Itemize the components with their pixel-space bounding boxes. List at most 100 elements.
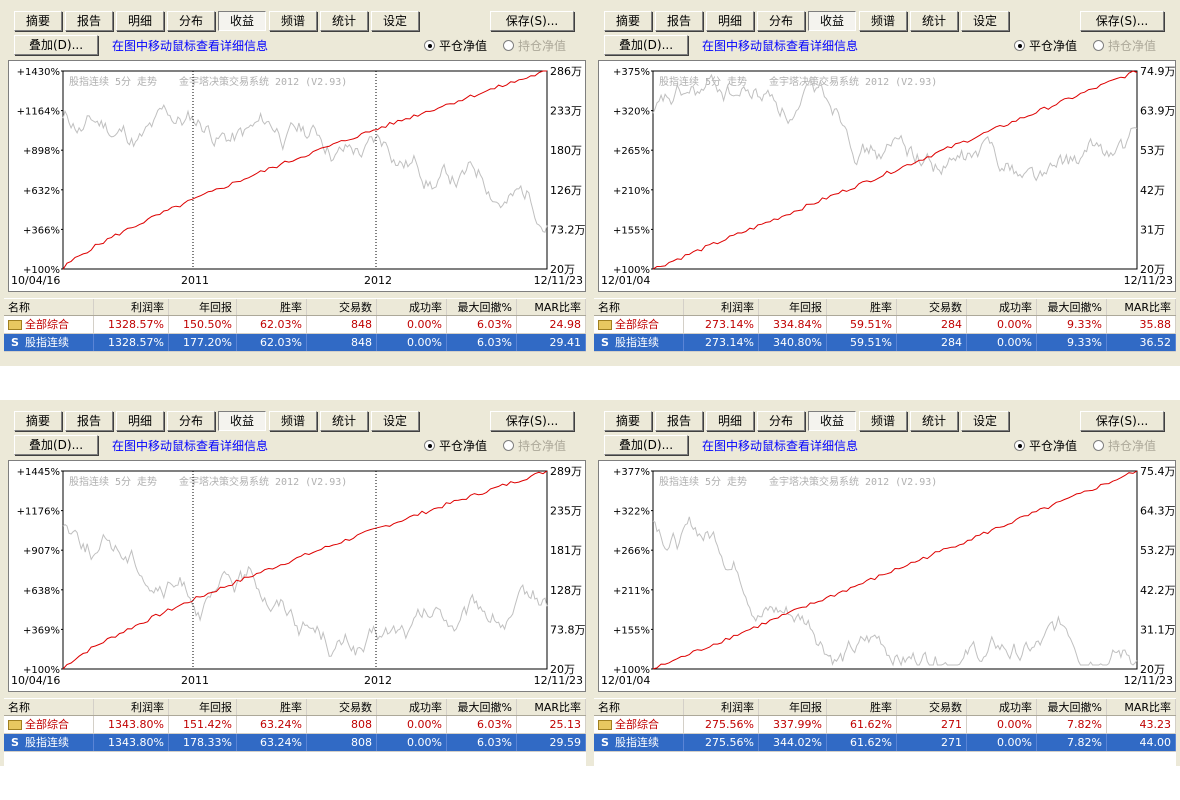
column-header[interactable]: 交易数 <box>307 699 377 715</box>
equity-chart: 股指连续 5分 走势 金宇塔决策交易系统 2012 (V2.93) +377% +32… <box>598 460 1176 692</box>
table-row[interactable]: 全部综合 1343.80% 151.42% 63.24% 808 0.00% 6.03% 25… <box>4 716 586 734</box>
right-axis-label: 235万 <box>550 505 582 518</box>
tab-2[interactable]: 明细 <box>706 11 754 31</box>
column-header[interactable]: 年回报 <box>169 299 237 315</box>
table-row[interactable]: S 股指连续 275.56% 344.02% 61.62% 271 0.00% 7.82% 44… <box>594 734 1176 752</box>
column-header[interactable]: MAR比率 <box>1107 299 1176 315</box>
tab-6[interactable]: 统计 <box>320 411 368 431</box>
radio-close-equity[interactable]: 平仓净值 <box>424 437 487 454</box>
empty-row <box>4 752 586 766</box>
column-header[interactable]: 名称 <box>4 299 94 315</box>
tab-5[interactable]: 频谱 <box>269 411 317 431</box>
overlay-button[interactable]: 叠加(D)... <box>14 35 98 55</box>
tab-2[interactable]: 明细 <box>116 11 164 31</box>
column-header[interactable]: 年回报 <box>759 299 827 315</box>
column-header[interactable]: MAR比率 <box>517 699 586 715</box>
column-header[interactable]: 利润率 <box>684 699 759 715</box>
column-header[interactable]: 名称 <box>594 299 684 315</box>
tab-4[interactable]: 收益 <box>218 411 266 431</box>
tab-1[interactable]: 报告 <box>65 11 113 31</box>
table-header: 名称 利润率 年回报 胜率 交易数 成功率 最大回撤% MAR比率 <box>594 698 1176 716</box>
table-row[interactable]: 全部综合 273.14% 334.84% 59.51% 284 0.00% 9.33% 35.… <box>594 316 1176 334</box>
column-header[interactable]: 胜率 <box>237 699 307 715</box>
column-header[interactable]: 胜率 <box>237 299 307 315</box>
equity-line <box>652 70 1138 270</box>
right-axis-label: 31万 <box>1140 223 1165 236</box>
column-header[interactable]: 胜率 <box>827 699 897 715</box>
left-axis-label: +265% <box>613 146 650 157</box>
save-button[interactable]: 保存(S)... <box>1080 11 1164 31</box>
overlay-button[interactable]: 叠加(D)... <box>14 435 98 455</box>
tab-0[interactable]: 摘要 <box>14 11 62 31</box>
table-row[interactable]: S 股指连续 1343.80% 178.33% 63.24% 808 0.00% 6.03% 2… <box>4 734 586 752</box>
table-row[interactable]: 全部综合 275.56% 337.99% 61.62% 271 0.00% 7.82% 43.… <box>594 716 1176 734</box>
x-tick-label: 2011 <box>181 274 209 287</box>
tab-7[interactable]: 设定 <box>371 411 419 431</box>
column-header[interactable]: 交易数 <box>307 299 377 315</box>
tab-4[interactable]: 收益 <box>218 11 266 31</box>
tab-0[interactable]: 摘要 <box>604 411 652 431</box>
save-button[interactable]: 保存(S)... <box>490 11 574 31</box>
table-row[interactable]: 全部综合 1328.57% 150.50% 62.03% 848 0.00% 6.03% 24… <box>4 316 586 334</box>
column-header[interactable]: 年回报 <box>169 699 237 715</box>
column-header[interactable]: 成功率 <box>377 699 447 715</box>
left-axis-label: +632% <box>23 186 60 197</box>
save-button[interactable]: 保存(S)... <box>1080 411 1164 431</box>
tab-5[interactable]: 频谱 <box>859 411 907 431</box>
column-header[interactable]: 名称 <box>594 699 684 715</box>
right-axis-label: 20万 <box>550 663 575 676</box>
column-header[interactable]: 最大回撤% <box>1037 299 1107 315</box>
table-row[interactable]: S 股指连续 273.14% 340.80% 59.51% 284 0.00% 9.33% 36… <box>594 334 1176 352</box>
tab-1[interactable]: 报告 <box>655 411 703 431</box>
column-header[interactable]: 交易数 <box>897 699 967 715</box>
tab-3[interactable]: 分布 <box>167 411 215 431</box>
tab-3[interactable]: 分布 <box>757 411 805 431</box>
table-cell: 63.24% <box>237 734 307 751</box>
table-cell: 284 <box>897 316 967 333</box>
tab-1[interactable]: 报告 <box>65 411 113 431</box>
column-header[interactable]: 最大回撤% <box>447 299 517 315</box>
tab-7[interactable]: 设定 <box>961 411 1009 431</box>
tab-5[interactable]: 频谱 <box>859 11 907 31</box>
save-button[interactable]: 保存(S)... <box>490 411 574 431</box>
tab-0[interactable]: 摘要 <box>604 11 652 31</box>
tab-4[interactable]: 收益 <box>808 11 856 31</box>
x-start-label: 10/04/16 <box>11 274 60 287</box>
tab-3[interactable]: 分布 <box>167 11 215 31</box>
column-header[interactable]: MAR比率 <box>1107 699 1176 715</box>
radio-close-equity[interactable]: 平仓净值 <box>424 37 487 54</box>
column-header[interactable]: 年回报 <box>759 699 827 715</box>
radio-close-equity[interactable]: 平仓净值 <box>1014 437 1077 454</box>
table-row[interactable]: S 股指连续 1328.57% 177.20% 62.03% 848 0.00% 6.03% 2… <box>4 334 586 352</box>
tab-2[interactable]: 明细 <box>706 411 754 431</box>
radio-dot-on <box>424 40 435 51</box>
overlay-button[interactable]: 叠加(D)... <box>604 435 688 455</box>
column-header[interactable]: 利润率 <box>684 299 759 315</box>
tab-5[interactable]: 频谱 <box>269 11 317 31</box>
overlay-button[interactable]: 叠加(D)... <box>604 35 688 55</box>
tab-2[interactable]: 明细 <box>116 411 164 431</box>
column-header[interactable]: 利润率 <box>94 699 169 715</box>
tab-4[interactable]: 收益 <box>808 411 856 431</box>
radio-close-equity[interactable]: 平仓净值 <box>1014 37 1077 54</box>
tab-3[interactable]: 分布 <box>757 11 805 31</box>
column-header[interactable]: 成功率 <box>377 299 447 315</box>
tab-6[interactable]: 统计 <box>320 11 368 31</box>
tab-6[interactable]: 统计 <box>910 11 958 31</box>
column-header[interactable]: 成功率 <box>967 299 1037 315</box>
tab-7[interactable]: 设定 <box>961 11 1009 31</box>
tab-1[interactable]: 报告 <box>655 11 703 31</box>
column-header[interactable]: 利润率 <box>94 299 169 315</box>
column-header[interactable]: 交易数 <box>897 299 967 315</box>
tab-7[interactable]: 设定 <box>371 11 419 31</box>
watermark-text: 金宇塔决策交易系统 2012 (V2.93) <box>179 475 347 488</box>
column-header[interactable]: 最大回撤% <box>1037 699 1107 715</box>
column-header[interactable]: 名称 <box>4 699 94 715</box>
tab-0[interactable]: 摘要 <box>14 411 62 431</box>
tab-6[interactable]: 统计 <box>910 411 958 431</box>
column-header[interactable]: 最大回撤% <box>447 699 517 715</box>
table-cell: 0.00% <box>967 316 1037 333</box>
column-header[interactable]: 胜率 <box>827 299 897 315</box>
column-header[interactable]: 成功率 <box>967 699 1037 715</box>
column-header[interactable]: MAR比率 <box>517 299 586 315</box>
